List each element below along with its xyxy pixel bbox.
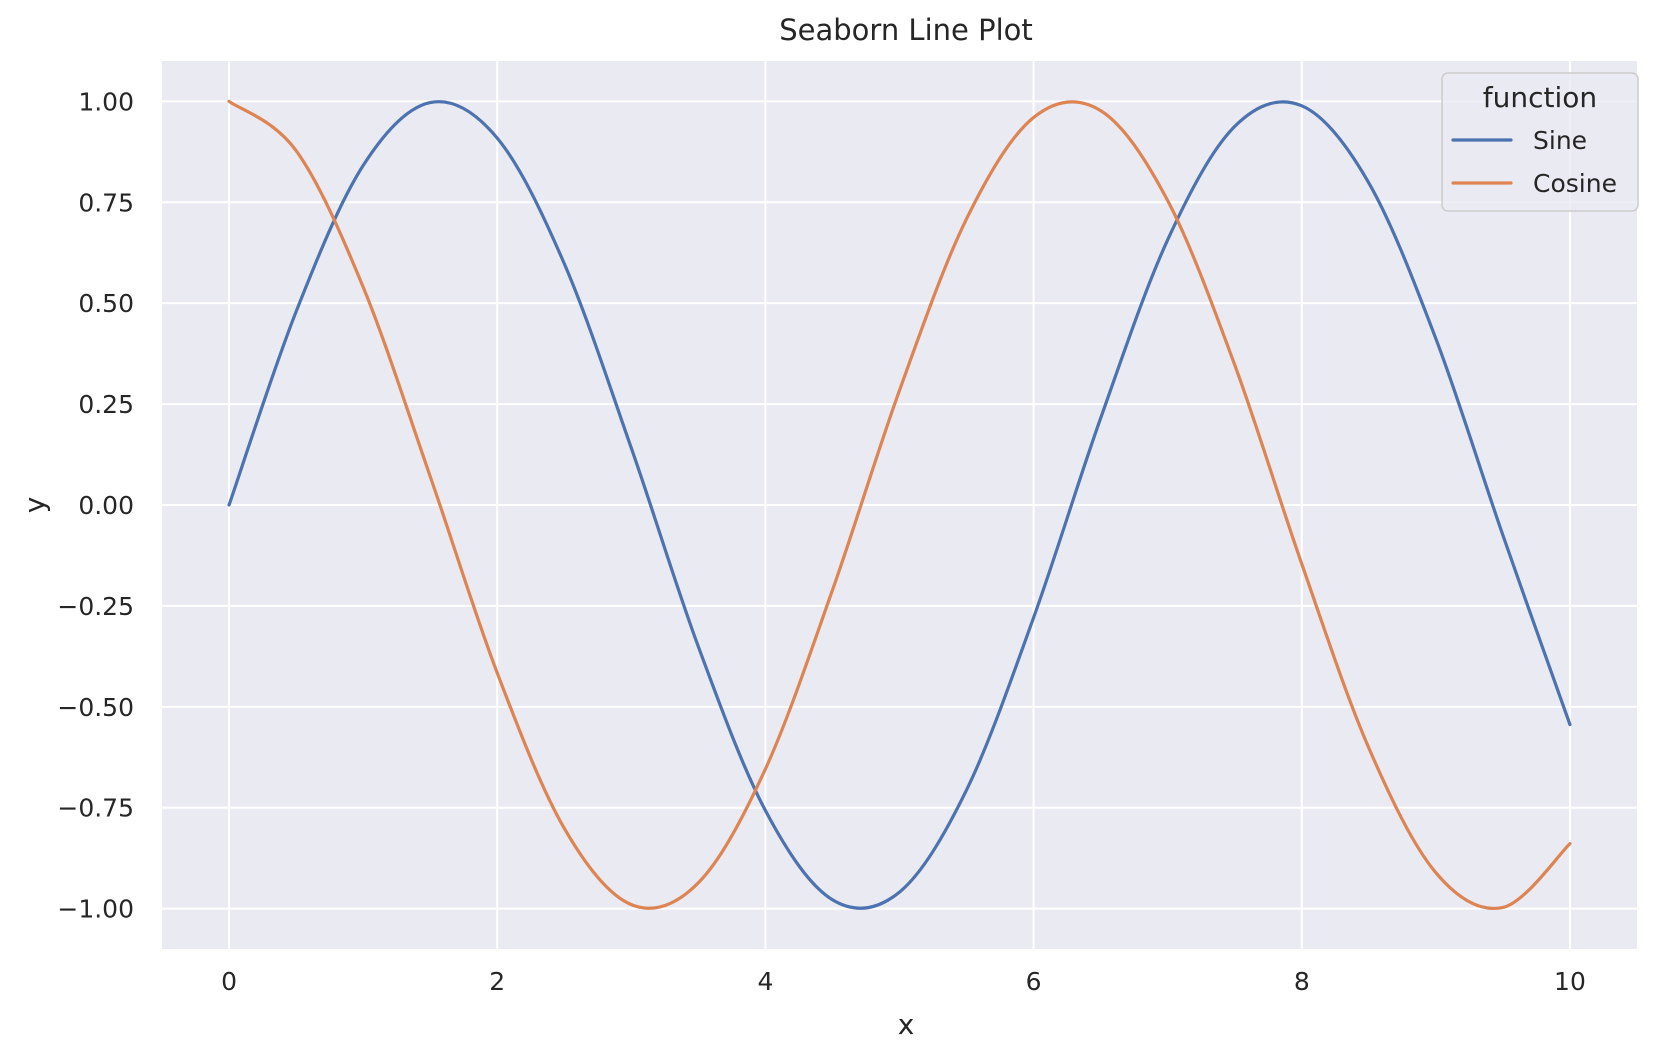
x-tick-label: 0: [221, 967, 237, 996]
y-tick-label: 1.00: [78, 87, 134, 116]
x-tick-label: 10: [1554, 967, 1586, 996]
y-tick-label: −0.75: [57, 794, 134, 823]
x-tick-label: 2: [489, 967, 505, 996]
y-tick-label: −0.50: [57, 693, 134, 722]
legend-title: function: [1483, 81, 1597, 114]
legend-label-sine: Sine: [1533, 126, 1587, 155]
x-tick-label: 4: [757, 967, 773, 996]
series-lines: [227, 99, 1572, 910]
x-tick-labels: 0 2 4 6 8 10: [221, 967, 1586, 996]
legend: function Sine Cosine: [1441, 72, 1639, 212]
legend-entries: Sine Cosine: [1451, 126, 1617, 198]
series-line-cosine: [227, 99, 1572, 910]
legend-box: [1441, 72, 1639, 212]
y-gridlines: [162, 100, 1637, 910]
y-tick-label: 0.00: [78, 491, 134, 520]
y-tick-label: 0.50: [78, 289, 134, 318]
y-tick-labels: 1.00 0.75 0.50 0.25 0.00 −0.25 −0.50 −0.75 −1.00: [57, 87, 134, 923]
x-axis-label: x: [898, 1008, 915, 1041]
y-tick-label: −0.25: [57, 592, 134, 621]
series-line-sine: [227, 100, 1572, 910]
y-tick-label: 0.25: [78, 390, 134, 419]
x-tick-label: 8: [1294, 967, 1310, 996]
legend-label-cosine: Cosine: [1533, 169, 1617, 198]
chart-title: Seaborn Line Plot: [779, 13, 1033, 47]
y-tick-label: 0.75: [78, 188, 134, 217]
y-axis-label: y: [18, 497, 51, 514]
y-tick-label: −1.00: [57, 895, 134, 924]
x-tick-label: 6: [1026, 967, 1042, 996]
